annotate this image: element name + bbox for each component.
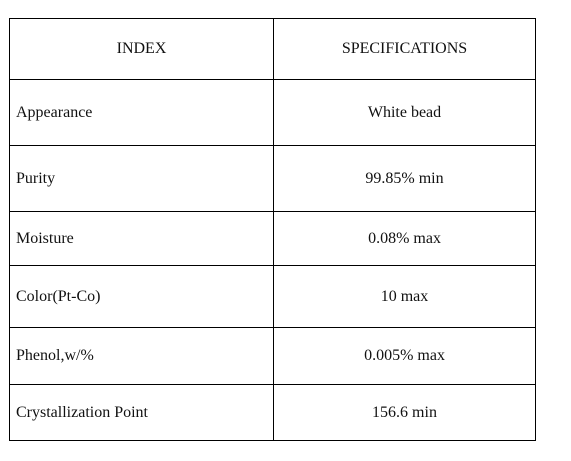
index-cell: Appearance <box>9 79 274 146</box>
spec-table: INDEX SPECIFICATIONS Appearance White be… <box>9 18 536 441</box>
index-cell: Moisture <box>9 211 274 266</box>
row: Purity 99.85% min <box>9 145 536 212</box>
row: Moisture 0.08% max <box>9 211 536 266</box>
index-cell: Crystallization Point <box>9 384 274 441</box>
header-row: INDEX SPECIFICATIONS <box>9 18 536 80</box>
spec-cell: White bead <box>273 79 536 146</box>
row: Phenol,w/% 0.005% max <box>9 327 536 385</box>
index-cell: Purity <box>9 145 274 212</box>
index-cell: Color(Pt-Co) <box>9 265 274 328</box>
header-cell: SPECIFICATIONS <box>273 18 536 80</box>
spec-cell: 0.005% max <box>273 327 536 385</box>
index-cell: Phenol,w/% <box>9 327 274 385</box>
row: Appearance White bead <box>9 79 536 146</box>
spec-cell: 156.6 min <box>273 384 536 441</box>
spec-cell: 99.85% min <box>273 145 536 212</box>
header-cell: INDEX <box>9 18 274 80</box>
spec-cell: 10 max <box>273 265 536 328</box>
row: Color(Pt-Co) 10 max <box>9 265 536 328</box>
spec-cell: 0.08% max <box>273 211 536 266</box>
row: Crystallization Point 156.6 min <box>9 384 536 441</box>
